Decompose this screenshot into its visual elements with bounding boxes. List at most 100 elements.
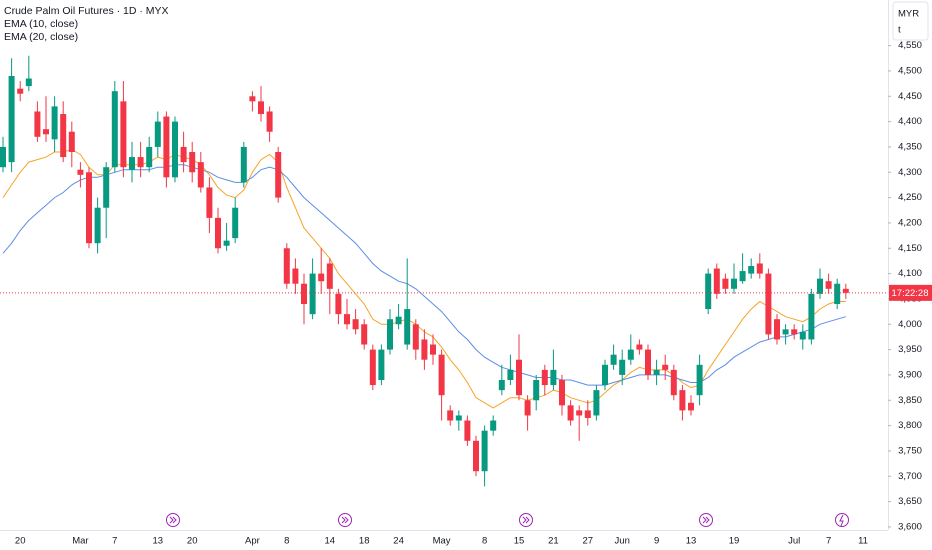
event-icon[interactable] (338, 513, 352, 527)
candle-body (120, 101, 127, 168)
candle-body (292, 268, 299, 284)
legend-entry: EMA (10, close) (4, 18, 78, 30)
candle-body (662, 364, 669, 370)
candle-body (232, 207, 239, 239)
legend-entry: EMA (20, close) (4, 31, 78, 43)
candle-body (559, 380, 565, 406)
chart-title: Crude Palm Oil Futures · 1D · MYX (4, 5, 169, 17)
unit-label: t (898, 25, 901, 36)
events (166, 513, 849, 527)
x-tick-label: 8 (482, 536, 487, 547)
x-tick-label: 7 (826, 536, 831, 547)
candle-body (619, 359, 626, 375)
event-icon[interactable] (166, 513, 180, 527)
candle-body (679, 390, 686, 411)
x-tick-label: 11 (858, 536, 868, 547)
candle-body (722, 278, 729, 289)
candle-body (653, 369, 660, 375)
candle-body (318, 273, 325, 282)
candle-body (481, 430, 488, 472)
event-icon[interactable] (835, 513, 849, 527)
candle-body (834, 283, 841, 304)
candle-body (447, 410, 454, 421)
y-tick-label: 3,900 (898, 369, 922, 380)
candle-body (696, 364, 703, 396)
y-tick-label: 4,400 (898, 116, 922, 127)
candle-body (455, 415, 462, 421)
y-tick-label: 3,750 (898, 445, 922, 456)
candle-body (180, 146, 187, 163)
y-tick-label: 3,700 (898, 471, 922, 482)
candle-body (77, 169, 84, 175)
candle-body (94, 207, 101, 244)
x-tick-label: 24 (393, 536, 404, 547)
candle-body (670, 369, 677, 396)
candle-body (172, 121, 178, 178)
candle-body (335, 293, 342, 315)
candle-body (713, 268, 720, 294)
x-tick-label: 14 (325, 536, 336, 547)
candle-body (352, 319, 359, 330)
candle-body (490, 420, 497, 431)
x-tick-label: Jul (788, 536, 800, 547)
candle-body (705, 273, 712, 310)
candle-body (309, 273, 316, 315)
event-icon[interactable] (519, 513, 533, 527)
candle-body (25, 78, 32, 87)
candle-body (68, 131, 75, 152)
candle-body (412, 324, 419, 350)
candle-body (266, 111, 273, 132)
event-icon[interactable] (699, 513, 713, 527)
y-tick-label: 3,850 (898, 395, 922, 406)
candle-body (163, 116, 170, 178)
x-tick-label: 7 (112, 536, 117, 547)
candle-body (627, 349, 634, 360)
candle-body (154, 121, 161, 147)
candle-body (567, 405, 574, 421)
x-tick-label: 27 (583, 536, 594, 547)
x-tick-label: 9 (654, 536, 659, 547)
x-tick-label: 18 (359, 536, 370, 547)
currency: MYR (898, 9, 919, 20)
candle-body (395, 316, 402, 325)
candle-body (645, 349, 651, 375)
candle-body (387, 319, 393, 350)
candle-body (369, 349, 376, 386)
y-tick-label: 3,950 (898, 344, 922, 355)
last-price-tag (889, 284, 932, 301)
candle-body (688, 402, 694, 411)
x-tick-label: 15 (514, 536, 525, 547)
candle-body (584, 410, 591, 418)
ema-line (2, 164, 846, 386)
candle-body (197, 162, 204, 188)
candle-body (464, 420, 471, 441)
candle-body (258, 101, 264, 114)
candle-body (137, 157, 144, 168)
currency-box[interactable] (892, 1, 929, 41)
candle-body (498, 380, 505, 391)
plot-area (0, 55, 849, 487)
candle-body (808, 293, 815, 340)
candle-body (111, 91, 118, 168)
candle-body (146, 146, 153, 168)
candle-body (473, 440, 479, 472)
candle-body (817, 278, 823, 294)
y-tick-label: 4,550 (898, 40, 922, 51)
candle-body (791, 329, 798, 335)
candle-body (129, 157, 135, 170)
y-tick-label: 4,500 (898, 65, 922, 76)
candle-body (516, 359, 522, 396)
candle-body (60, 114, 67, 158)
candle-body (86, 172, 92, 244)
candle-body (602, 364, 608, 386)
candle-body (748, 266, 755, 274)
candle-body (774, 319, 780, 340)
countdown: 17:22:28 (892, 288, 929, 299)
candle-body (103, 167, 110, 208)
candle-body (215, 217, 221, 249)
candle-body (344, 314, 350, 325)
candle-body (378, 349, 385, 380)
candle-body (430, 344, 436, 355)
